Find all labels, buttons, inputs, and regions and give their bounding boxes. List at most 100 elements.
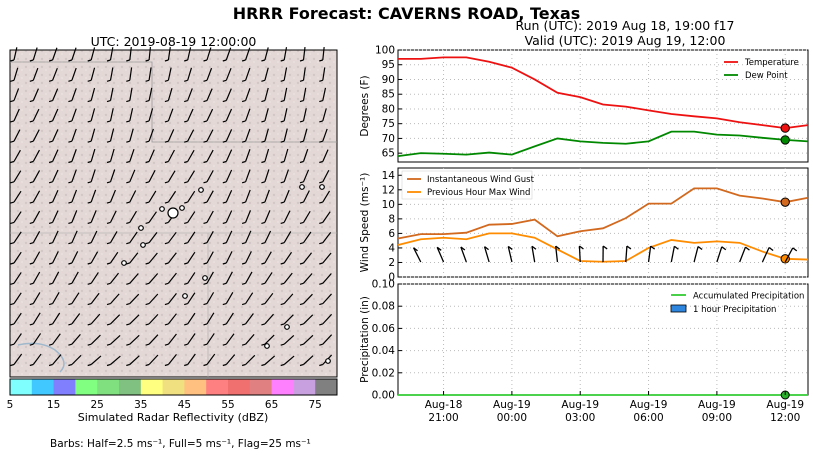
wind-barb-tick — [29, 262, 34, 265]
wind-barb — [109, 189, 116, 203]
wind-barb — [187, 312, 196, 325]
wind-barb-tick — [87, 282, 92, 285]
wind-barb-tick — [87, 343, 92, 346]
wind-barb — [90, 313, 101, 325]
wind-barb-tick — [29, 323, 34, 326]
wind-barb — [13, 272, 22, 284]
wind-barb — [303, 273, 313, 284]
wind-barb — [283, 47, 288, 61]
wind-barb — [148, 252, 158, 264]
wind-barb-tick — [203, 201, 208, 204]
wind-barb — [225, 189, 233, 203]
wind-barb-tick — [299, 303, 304, 306]
wind-barb — [71, 149, 77, 162]
wind-barb-tick — [602, 245, 608, 250]
y-tick-label: 14 — [382, 170, 396, 182]
wind-barb — [167, 272, 177, 284]
wind-barb-tick — [68, 59, 73, 62]
wind-barb — [109, 148, 115, 162]
y-tick-label: 95 — [382, 59, 395, 71]
wind-barb — [245, 47, 251, 61]
wind-barb-tick — [222, 221, 227, 224]
wind-barb-tick — [87, 201, 92, 204]
y-axis-label: Precipitation (in) — [359, 296, 371, 383]
wind-barb — [167, 87, 173, 101]
wind-barb-tick — [261, 140, 266, 143]
wind-barb-tick — [48, 363, 53, 367]
wind-barb — [225, 312, 234, 325]
wind-barb-tick — [48, 201, 53, 204]
valid-time-point — [780, 123, 790, 133]
wind-barb-tick — [126, 140, 130, 143]
station-marker[interactable] — [140, 242, 146, 248]
station-marker[interactable] — [198, 187, 204, 193]
colorbar-swatch — [97, 379, 120, 395]
wind-barb-tick — [10, 79, 15, 82]
station-marker[interactable] — [325, 358, 331, 364]
wind-barb-tick — [106, 343, 111, 346]
wind-barb — [110, 334, 121, 345]
wind-barb-tick — [299, 79, 304, 82]
wind-barb — [264, 313, 274, 325]
y-tick-label: 12 — [382, 184, 395, 196]
wind-barb-tick — [29, 303, 34, 306]
wind-barb-tick — [768, 246, 774, 251]
wind-barb — [52, 190, 59, 203]
wind-barb-tick — [241, 262, 246, 265]
station-marker[interactable] — [159, 206, 165, 212]
station-marker[interactable] — [284, 324, 290, 330]
wind-barb-tick — [10, 181, 15, 184]
wind-barb-tick — [299, 343, 304, 346]
wind-barb — [187, 170, 195, 183]
wind-barb — [90, 87, 96, 101]
wind-barb — [245, 149, 251, 162]
y-tick-label: 85 — [382, 89, 395, 101]
wind-barb-tick — [184, 363, 188, 367]
wind-barb-tick — [164, 160, 169, 164]
station-marker[interactable] — [202, 275, 208, 281]
station-marker[interactable] — [182, 293, 188, 299]
wind-barb-tick — [222, 100, 227, 103]
wind-barb-tick — [299, 242, 304, 245]
wind-barb — [206, 210, 214, 223]
station-marker[interactable] — [299, 184, 305, 190]
wind-barb — [322, 87, 327, 101]
wind-barb-tick — [280, 59, 285, 62]
wind-barb-tick — [241, 363, 246, 367]
station-marker[interactable] — [138, 225, 144, 231]
y-tick-label: 8 — [388, 213, 395, 225]
wind-barb — [206, 88, 213, 101]
wind-barb — [283, 189, 290, 203]
wind-barb — [245, 354, 256, 365]
wind-barb — [90, 292, 100, 304]
colorbar-tick-label: 5 — [7, 399, 14, 411]
y-tick-label: 4 — [388, 242, 395, 254]
wind-barb-tick — [29, 100, 34, 103]
wind-barb — [245, 230, 252, 243]
wind-barb — [245, 108, 251, 122]
wind-barb-tick — [10, 363, 15, 367]
station-marker[interactable] — [319, 184, 325, 190]
site-marker[interactable] — [167, 207, 179, 219]
station-marker[interactable] — [121, 260, 127, 266]
wind-barb-tick — [319, 79, 323, 82]
wind-barb — [148, 108, 154, 122]
wind-barb-tick — [319, 343, 323, 346]
wind-barb-tick — [280, 221, 285, 224]
wind-barb — [483, 246, 490, 263]
wind-barb — [129, 355, 140, 365]
station-marker[interactable] — [264, 343, 270, 349]
wind-barb-tick — [319, 140, 323, 143]
wind-barb-tick — [68, 140, 73, 143]
wind-barb — [110, 272, 119, 284]
wind-barb-tick — [261, 363, 266, 367]
wind-barb-tick — [10, 323, 15, 326]
station-marker[interactable] — [179, 205, 185, 211]
wind-barb — [206, 292, 215, 304]
wind-barb — [322, 334, 333, 345]
colorbar-tick-label: 45 — [178, 399, 191, 411]
wind-barb-tick — [145, 343, 150, 346]
wind-barb-tick — [10, 343, 15, 346]
wind-barb-tick — [299, 120, 304, 123]
